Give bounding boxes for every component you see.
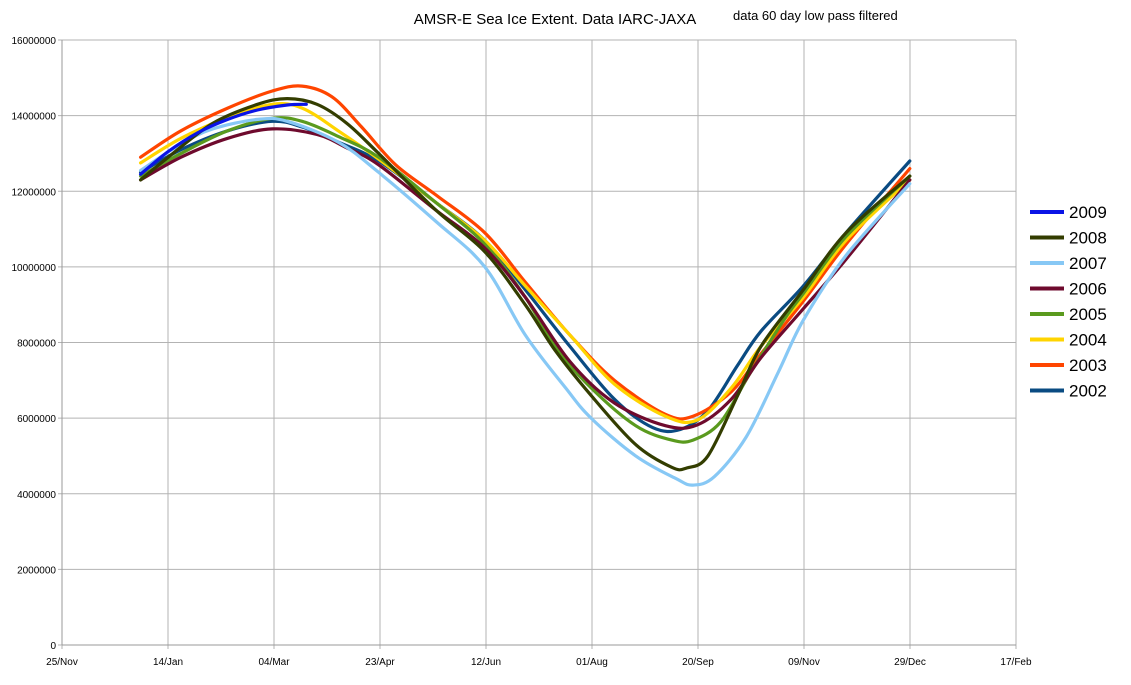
series-line-2003 — [139, 84, 912, 421]
y-tick-label: 2000000 — [17, 565, 56, 576]
y-tick-label: 6000000 — [17, 414, 56, 425]
x-axis-ticks: 25/Nov 14/Jan 04/Mar 23/Apr 12/Jun 01/Aug 20/S… — [46, 657, 1032, 668]
x-tick-label: 12/Jun — [471, 657, 501, 668]
legend: 2009 2008 2007 2006 2005 2004 2003 2002 — [1030, 203, 1107, 401]
legend-label-2006: 2006 — [1069, 280, 1107, 299]
series-line-2008 — [139, 97, 912, 472]
y-tick-label: 12000000 — [12, 187, 57, 198]
y-tick-label: 14000000 — [12, 112, 57, 123]
legend-label-2002: 2002 — [1069, 382, 1107, 401]
x-tick-label: 17/Feb — [1000, 657, 1032, 668]
legend-label-2008: 2008 — [1069, 229, 1107, 248]
x-tick-label: 23/Apr — [365, 657, 395, 668]
series-lines — [139, 84, 912, 487]
series-line-2006 — [139, 127, 912, 430]
y-axis-ticks: 0 2000000 4000000 6000000 8000000 10000000 120… — [12, 36, 57, 652]
series-line-2002 — [139, 119, 912, 434]
legend-label-2003: 2003 — [1069, 356, 1107, 375]
chart-title: AMSR-E Sea Ice Extent. Data IARC-JAXA — [414, 11, 697, 28]
y-tick-label: 16000000 — [12, 36, 57, 47]
series-line-2004 — [139, 102, 912, 425]
x-tick-label: 25/Nov — [46, 657, 78, 668]
x-tick-label: 09/Nov — [788, 657, 820, 668]
x-tick-label: 01/Aug — [576, 657, 608, 668]
series-line-2009 — [139, 102, 308, 176]
legend-label-2005: 2005 — [1069, 305, 1107, 324]
y-tick-label: 0 — [50, 641, 56, 652]
x-tick-label: 04/Mar — [258, 657, 290, 668]
x-tick-label: 14/Jan — [153, 657, 183, 668]
series-line-2007 — [139, 116, 912, 487]
legend-label-2007: 2007 — [1069, 254, 1107, 273]
y-tick-label: 10000000 — [12, 263, 57, 274]
y-tick-label: 8000000 — [17, 339, 56, 350]
chart-subtitle: data 60 day low pass filtered — [733, 8, 898, 23]
x-tick-label: 20/Sep — [682, 657, 714, 668]
x-tick-label: 29/Dec — [894, 657, 926, 668]
legend-label-2009: 2009 — [1069, 203, 1107, 222]
y-tick-label: 4000000 — [17, 490, 56, 501]
series-line-2005 — [139, 116, 912, 444]
legend-label-2004: 2004 — [1069, 331, 1107, 350]
plot-grid — [58, 39, 1017, 649]
